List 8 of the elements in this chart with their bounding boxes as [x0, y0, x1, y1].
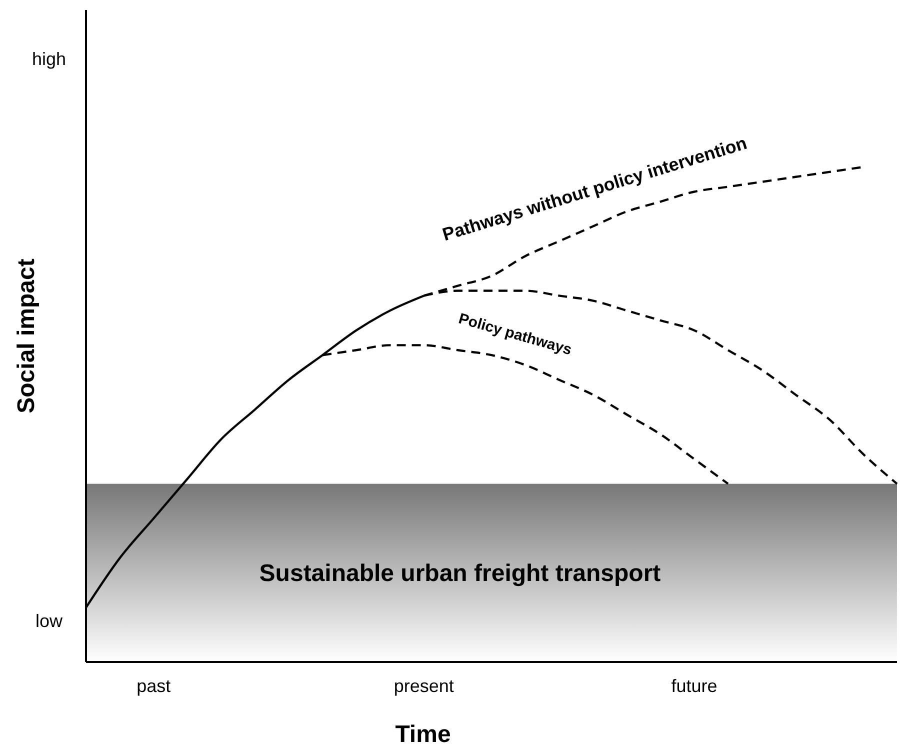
x-tick-label: future: [671, 676, 718, 696]
band-label: Sustainable urban freight transport: [259, 560, 661, 587]
y-axis-title: Social impact: [13, 258, 40, 414]
x-axis-title: Time: [395, 721, 451, 748]
x-tick-label: past: [136, 676, 171, 696]
text: high: [32, 48, 66, 69]
x-tick-label: present: [394, 676, 454, 696]
text: low: [35, 610, 64, 631]
